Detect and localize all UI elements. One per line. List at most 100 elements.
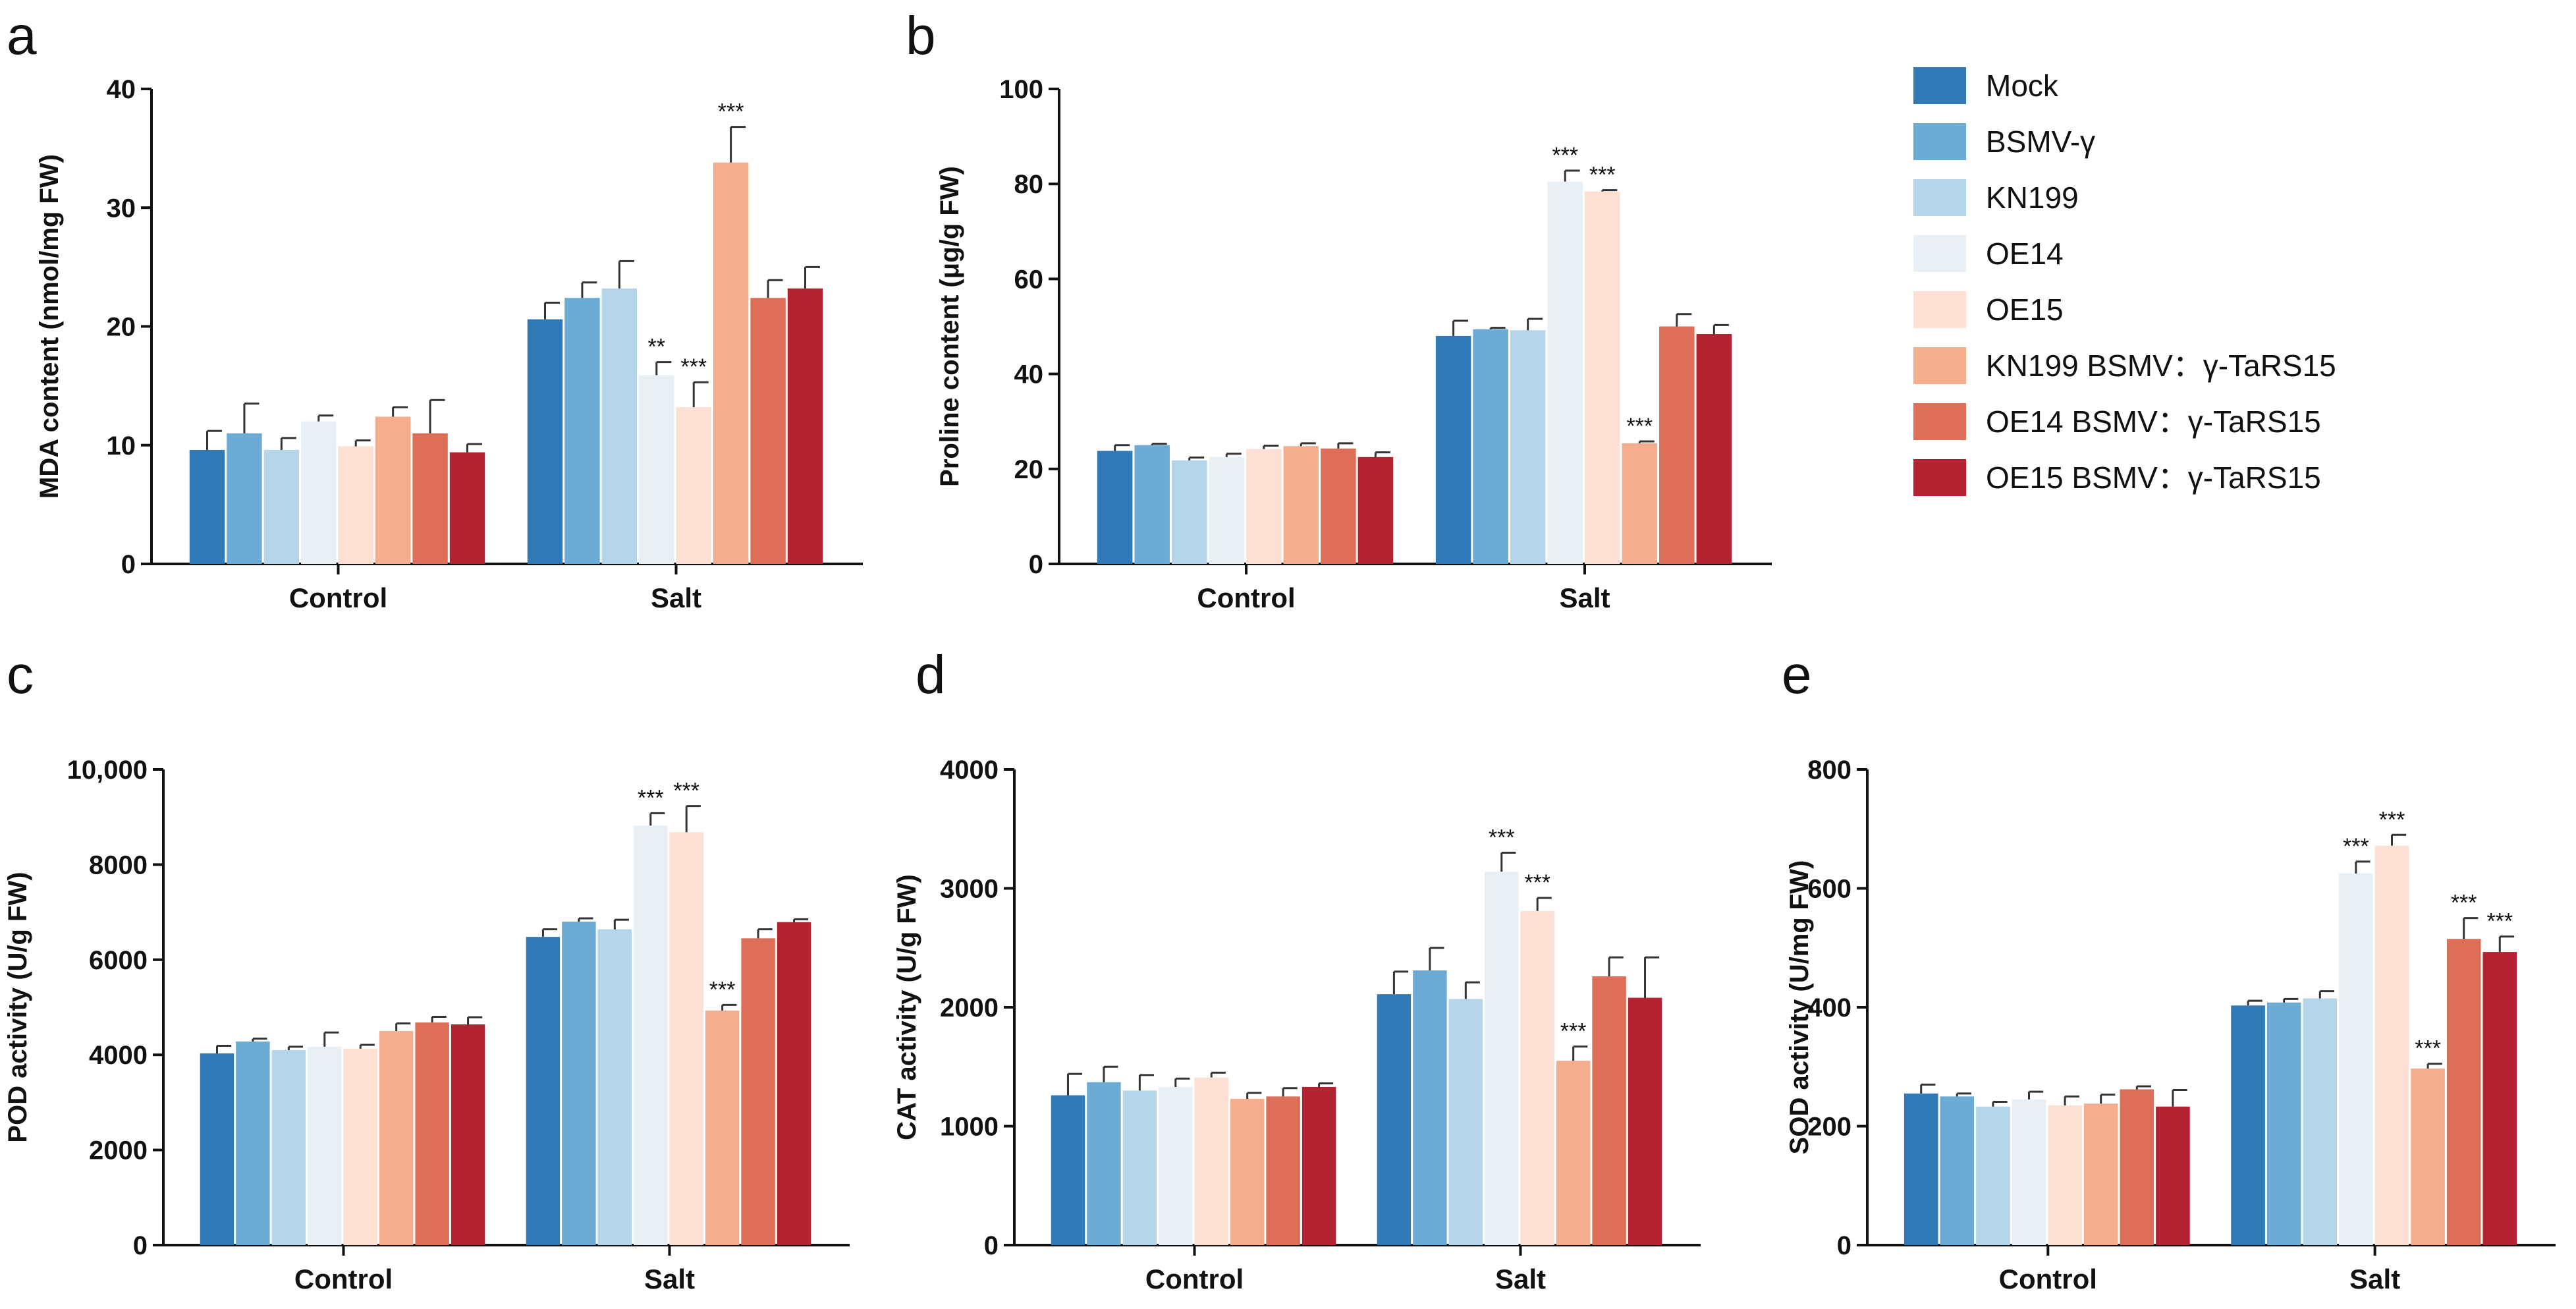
bar: [1357, 457, 1394, 564]
bar: [1659, 326, 1695, 564]
bar: [1904, 1093, 1938, 1245]
bar: [634, 825, 668, 1245]
y-axis-title: POD activity (U/g FW): [3, 872, 32, 1142]
panel-e: e SOD activity (U/mg FW) 0 200 400 600 800 Co…: [1782, 645, 2556, 1295]
bar: [2374, 845, 2409, 1245]
bar: [2482, 952, 2517, 1245]
x-category-label: Control: [289, 582, 387, 613]
bar: [227, 433, 262, 564]
bar: [189, 449, 225, 564]
panel-c: c POD activity (U/g FW) 0 2000 4000 6000 800…: [3, 645, 850, 1295]
significance-label: ***: [2415, 1036, 2441, 1061]
bar: [2156, 1106, 2190, 1245]
y-tick-label: 0: [984, 1231, 999, 1260]
bar: [200, 1053, 234, 1245]
bar: [1194, 1077, 1228, 1245]
legend-label: Mock: [1986, 69, 2059, 103]
bar: [777, 922, 811, 1245]
bar: [669, 832, 703, 1245]
y-axis-title-e: SOD activity (U/mg FW): [1785, 860, 1814, 1155]
y-tick-label: 20: [107, 313, 136, 342]
bar: [379, 1031, 414, 1245]
significance-label: ***: [673, 779, 699, 804]
x-category-label: Control: [1145, 1264, 1244, 1295]
legend-label: BSMV-γ: [1986, 125, 2095, 159]
legend-swatch: [1913, 291, 1966, 328]
x-category-label: Control: [1197, 582, 1295, 613]
y-axis-title-b: Proline content (μg/g FW): [935, 166, 964, 487]
panel-d: d CAT activity (U/g FW) 0 1000 2000 3000 400…: [892, 645, 1701, 1295]
bar: [271, 1049, 306, 1245]
significance-label: ***: [1552, 143, 1578, 168]
legend-label: OE14 BSMV：γ-TaRS15: [1986, 404, 2321, 439]
bar: [343, 1048, 377, 1245]
bar: [1230, 1098, 1265, 1245]
y-tick-label: 80: [1014, 170, 1044, 199]
y-axis-title: SOD activity (U/mg FW): [1785, 860, 1814, 1155]
y-tick-label: 1000: [940, 1113, 999, 1142]
y-axis-title-a: MDA content (nmol/mg FW): [35, 154, 64, 499]
y-tick-label: 4000: [89, 1041, 148, 1070]
panel-letter-a: a: [7, 6, 37, 66]
bar: [2303, 998, 2338, 1245]
y-tick-label: 8000: [89, 850, 148, 879]
bar: [2012, 1099, 2046, 1245]
y-tick-label: 4000: [940, 756, 999, 785]
bar: [787, 288, 823, 564]
y-tick-label: 100: [999, 75, 1043, 104]
x-category-label: Control: [1999, 1264, 2097, 1295]
legend-swatch: [1913, 235, 1966, 272]
y-tick-label: 2000: [89, 1136, 148, 1165]
y-tick-label: 20: [1014, 455, 1044, 484]
panel-a: a MDA content (nmol/mg FW) 0 10 20 30 40 Cont…: [7, 6, 863, 613]
bar: [2120, 1089, 2154, 1245]
significance-label: ***: [1589, 163, 1616, 188]
legend-swatch: [1913, 403, 1966, 440]
bar: [308, 1046, 342, 1245]
y-tick-label: 60: [1014, 265, 1044, 294]
significance-label: **: [648, 335, 665, 360]
y-tick-label: 30: [107, 194, 136, 223]
bar: [1159, 1086, 1193, 1245]
bar: [1246, 449, 1282, 564]
significance-label: ***: [2451, 891, 2477, 916]
bar: [2266, 1002, 2301, 1245]
y-axis-title: Proline content (μg/g FW): [935, 166, 964, 487]
bar: [1051, 1095, 1085, 1245]
bar: [1592, 976, 1626, 1245]
legend-label: OE14: [1986, 237, 2064, 271]
y-tick-label: 40: [1014, 360, 1044, 389]
x-category-label: Salt: [1495, 1264, 1546, 1295]
significance-label: ***: [2486, 909, 2513, 934]
bar: [1413, 970, 1447, 1245]
bar: [1209, 457, 1245, 564]
x-category-label: Salt: [644, 1264, 695, 1295]
bar: [676, 407, 711, 564]
y-tick-label: 0: [1837, 1231, 1851, 1260]
y-tick-label: 6000: [89, 946, 148, 975]
legend-swatch: [1913, 459, 1966, 496]
significance-label: ***: [709, 977, 736, 1002]
x-category-label: Salt: [2349, 1264, 2400, 1295]
bar: [1940, 1096, 1975, 1245]
bar: [451, 1024, 485, 1245]
bar: [412, 433, 448, 564]
bar: [1520, 910, 1554, 1245]
bar: [601, 288, 638, 564]
bar: [375, 416, 411, 564]
bar: [1473, 329, 1508, 564]
bar: [1696, 334, 1732, 564]
bar: [1556, 1061, 1591, 1245]
bar: [1485, 872, 1519, 1245]
y-tick-label: 10: [107, 432, 136, 460]
significance-label: ***: [2379, 807, 2405, 832]
significance-label: ***: [2343, 834, 2369, 859]
panel-letter-d: d: [916, 645, 946, 705]
bar: [1547, 181, 1583, 565]
bar: [527, 319, 563, 564]
bar: [713, 162, 749, 564]
bar: [1584, 191, 1620, 565]
legend: Mock BSMV-γ KN199 OE14 OE15 KN199 BSMV：γ-TaRS…: [1913, 67, 2336, 496]
bar: [1448, 999, 1483, 1245]
y-axis-title: CAT activity (U/g FW): [892, 874, 921, 1140]
